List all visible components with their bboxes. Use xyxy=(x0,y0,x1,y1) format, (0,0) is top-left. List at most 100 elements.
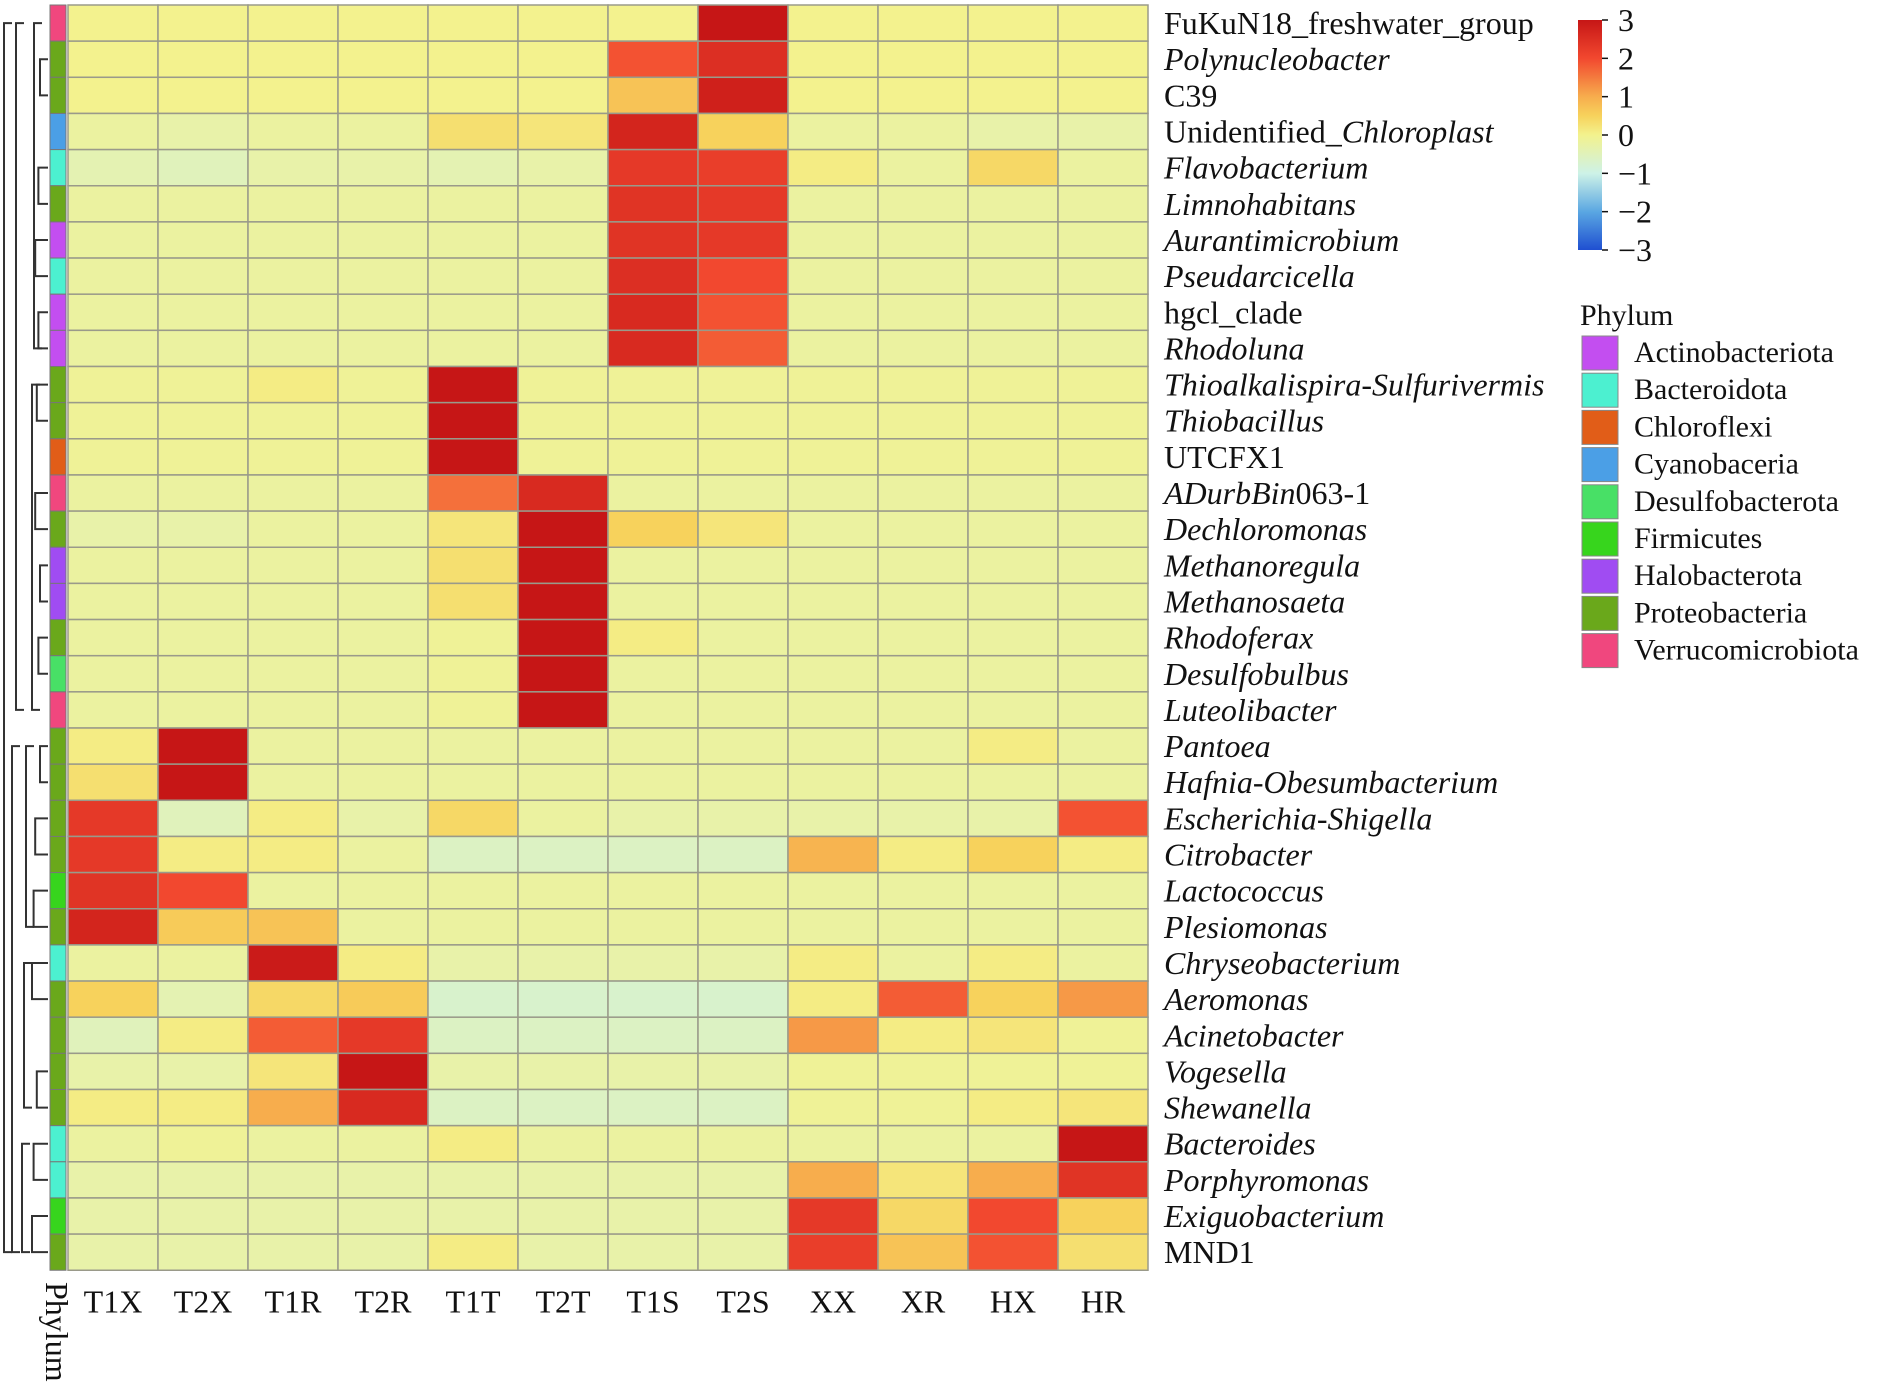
heatmap-cell xyxy=(337,546,429,585)
heatmap-cell xyxy=(427,221,519,259)
heatmap-cell xyxy=(1057,582,1149,621)
phylum-strip-cell xyxy=(49,76,67,114)
color-scale-bar xyxy=(1578,20,1602,250)
heatmap-cell xyxy=(157,438,249,476)
row-label-part: hgcl_clade xyxy=(1164,294,1303,330)
heatmap-cell xyxy=(67,582,159,621)
heatmap-cell xyxy=(427,148,519,187)
heatmap-cell xyxy=(787,1052,879,1091)
heatmap-cell xyxy=(1057,185,1149,223)
row-label: Vogesella xyxy=(1164,1053,1287,1089)
heatmap-cell xyxy=(1057,293,1149,332)
heatmap-cell xyxy=(337,1124,429,1163)
heatmap-cell xyxy=(1057,474,1149,512)
phylum-strip-cell xyxy=(49,1161,67,1199)
heatmap-cell xyxy=(247,510,339,549)
row-label-part: Plesiomonas xyxy=(1163,909,1328,945)
heatmap-cell xyxy=(697,365,789,404)
heatmap-cell xyxy=(157,1088,249,1127)
heatmap-cell xyxy=(427,1124,519,1163)
heatmap-cell xyxy=(517,1052,609,1091)
heatmap-cell xyxy=(157,546,249,585)
row-label: Acinetobacter xyxy=(1162,1017,1344,1053)
heatmap-cell xyxy=(967,835,1059,874)
row-label-part: Pantoea xyxy=(1163,728,1271,764)
heatmap-cell xyxy=(697,257,789,295)
phylum-strip-cell xyxy=(49,1197,67,1235)
heatmap-cell xyxy=(157,76,249,115)
heatmap-cell xyxy=(697,76,789,115)
phylum-legend-swatch xyxy=(1581,521,1619,557)
heatmap-cell xyxy=(1057,618,1149,657)
heatmap-cell xyxy=(247,293,339,332)
heatmap-cell xyxy=(427,1016,519,1055)
row-label-part: Vogesella xyxy=(1164,1053,1287,1089)
heatmap-cell xyxy=(877,148,969,187)
heatmap-cell xyxy=(1057,727,1149,765)
heatmap-cell xyxy=(67,1052,159,1091)
heatmap-cell xyxy=(247,474,339,512)
heatmap-cell xyxy=(697,727,789,765)
phylum-strip-cell xyxy=(49,221,67,259)
heatmap-cell xyxy=(247,365,339,404)
heatmap-cell xyxy=(697,148,789,187)
heatmap-cell xyxy=(67,546,159,585)
heatmap-cell xyxy=(967,1016,1059,1055)
heatmap-cell xyxy=(787,438,879,476)
heatmap-cell xyxy=(607,221,699,259)
heatmap-cell xyxy=(607,76,699,115)
row-label: Escherichia-Shigella xyxy=(1163,800,1432,836)
heatmap-cell xyxy=(1057,908,1149,946)
heatmap-cell xyxy=(787,908,879,946)
heatmap-cell xyxy=(337,112,429,151)
heatmap-cell xyxy=(67,908,159,946)
heatmap-cell xyxy=(607,908,699,946)
row-label: Desulfobulbus xyxy=(1163,656,1349,692)
heatmap-cell xyxy=(337,40,429,79)
heatmap-cell xyxy=(427,763,519,802)
heatmap-cell xyxy=(517,727,609,765)
heatmap-cell xyxy=(517,835,609,874)
heatmap-cell xyxy=(247,763,339,802)
heatmap-cell xyxy=(517,221,609,259)
heatmap-cell xyxy=(157,582,249,621)
heatmap-cell xyxy=(877,1161,969,1199)
heatmap-cell xyxy=(607,40,699,79)
heatmap-cell xyxy=(247,221,339,259)
heatmap-cell xyxy=(517,112,609,151)
heatmap-cell xyxy=(787,871,879,910)
phylum-strip-cell xyxy=(49,1125,67,1163)
phylum-strip-cell xyxy=(49,727,67,765)
heatmap-cell xyxy=(247,40,339,79)
heatmap-cell xyxy=(697,1016,789,1055)
heatmap-cell xyxy=(787,401,879,440)
row-label: Polynucleobacter xyxy=(1163,41,1390,77)
dendrogram-branch xyxy=(32,1142,48,1181)
phylum-strip-cell xyxy=(49,438,67,476)
heatmap-cell xyxy=(787,185,879,223)
heatmap-cell xyxy=(697,908,789,946)
dendrogram-branch xyxy=(34,492,48,531)
heatmap-cell xyxy=(697,799,789,838)
heatmap-cell xyxy=(427,871,519,910)
phylum-strip-cell xyxy=(49,329,67,368)
heatmap-cell xyxy=(67,438,159,476)
heatmap-cell xyxy=(337,1161,429,1199)
heatmap-cell xyxy=(1057,654,1149,693)
heatmap-cell xyxy=(157,40,249,79)
heatmap-cell xyxy=(67,1016,159,1055)
dendrogram-branch xyxy=(15,22,24,711)
column-label: T1S xyxy=(626,1283,679,1319)
heatmap-cell xyxy=(1057,871,1149,910)
heatmap-cell xyxy=(67,1161,159,1199)
heatmap-cell xyxy=(1057,691,1149,729)
heatmap-cell xyxy=(1057,1233,1149,1271)
heatmap-cell xyxy=(247,1016,339,1055)
heatmap-cell xyxy=(67,4,159,42)
heatmap-cell xyxy=(787,510,879,549)
heatmap-cell xyxy=(427,908,519,946)
heatmap-cell xyxy=(1057,112,1149,151)
heatmap-cell xyxy=(787,691,879,729)
heatmap-cell xyxy=(607,582,699,621)
